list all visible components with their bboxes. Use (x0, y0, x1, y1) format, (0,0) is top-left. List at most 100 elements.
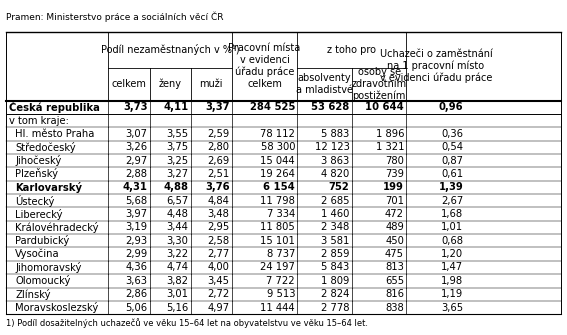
Text: 2,86: 2,86 (125, 289, 147, 299)
Text: 3,73: 3,73 (123, 102, 147, 112)
Text: 2,59: 2,59 (208, 129, 230, 139)
Text: Hl. město Praha: Hl. město Praha (15, 129, 95, 139)
Text: 2,93: 2,93 (125, 236, 147, 246)
Text: 5,06: 5,06 (125, 303, 147, 313)
Text: 4,97: 4,97 (208, 303, 230, 313)
Text: 7 722: 7 722 (266, 276, 295, 286)
Text: Pracovní místa
v evidenci
úřadu práce
celkem: Pracovní místa v evidenci úřadu práce ce… (229, 44, 301, 89)
Text: 3,48: 3,48 (208, 209, 230, 219)
Text: 3,97: 3,97 (125, 209, 147, 219)
Text: 11 444: 11 444 (260, 303, 295, 313)
Text: 1,68: 1,68 (441, 209, 463, 219)
Text: ženy: ženy (159, 79, 181, 89)
Text: 78 112: 78 112 (260, 129, 295, 139)
Text: Ústecký: Ústecký (15, 195, 54, 207)
Text: 15 044: 15 044 (260, 156, 295, 165)
Text: 4,84: 4,84 (208, 196, 230, 206)
Text: 3,26: 3,26 (125, 142, 147, 152)
Text: 1,98: 1,98 (441, 276, 463, 286)
Text: 2,80: 2,80 (208, 142, 230, 152)
Text: 1,20: 1,20 (441, 249, 463, 259)
Text: 1,47: 1,47 (441, 263, 463, 272)
Text: 1 321: 1 321 (375, 142, 404, 152)
Text: Královéhradecký: Královéhradecký (15, 222, 99, 233)
Text: 2 685: 2 685 (321, 196, 350, 206)
Text: 3,63: 3,63 (125, 276, 147, 286)
Text: Moravskoslezský: Moravskoslezský (15, 302, 99, 313)
Text: Pardubický: Pardubický (15, 235, 70, 246)
Text: 3 863: 3 863 (321, 156, 350, 165)
Text: 4,11: 4,11 (163, 102, 188, 112)
Text: 24 197: 24 197 (260, 263, 295, 272)
Text: 6 154: 6 154 (264, 182, 295, 192)
Text: 2,77: 2,77 (208, 249, 230, 259)
Text: 53 628: 53 628 (311, 102, 350, 112)
Text: 472: 472 (385, 209, 404, 219)
Text: 475: 475 (385, 249, 404, 259)
Text: 9 513: 9 513 (266, 289, 295, 299)
Text: 1 896: 1 896 (375, 129, 404, 139)
Text: 12 123: 12 123 (315, 142, 350, 152)
Text: 1,01: 1,01 (441, 222, 463, 232)
Text: 3,55: 3,55 (166, 129, 188, 139)
Text: 813: 813 (385, 263, 404, 272)
Text: absolventy
a mladistvé: absolventy a mladistvé (296, 73, 353, 95)
Text: 838: 838 (386, 303, 404, 313)
Text: 1) Podíl dosažitelných uchazečů ve věku 15–64 let na obyvatelstvu ve věku 15–64 : 1) Podíl dosažitelných uchazečů ve věku … (6, 318, 367, 328)
Text: 2 348: 2 348 (321, 222, 350, 232)
Text: 2,69: 2,69 (208, 156, 230, 165)
Text: 19 264: 19 264 (260, 169, 295, 179)
Text: 2,58: 2,58 (208, 236, 230, 246)
Text: 450: 450 (385, 236, 404, 246)
Text: 4,88: 4,88 (163, 182, 188, 192)
Text: Olomoucký: Olomoucký (15, 275, 71, 286)
Text: osoby se
zdravotním
postižením: osoby se zdravotním postižením (352, 67, 407, 101)
Text: 0,68: 0,68 (442, 236, 463, 246)
Text: 10 644: 10 644 (365, 102, 404, 112)
Text: 4,00: 4,00 (208, 263, 230, 272)
Text: Jihočeský: Jihočeský (15, 155, 62, 166)
Text: 2,95: 2,95 (208, 222, 230, 232)
Text: 1,39: 1,39 (439, 182, 463, 192)
Text: 2 778: 2 778 (321, 303, 350, 313)
Text: 4,74: 4,74 (167, 263, 188, 272)
Text: 2 859: 2 859 (321, 249, 350, 259)
Text: 3,37: 3,37 (205, 102, 230, 112)
Text: 816: 816 (385, 289, 404, 299)
Text: muži: muži (200, 79, 223, 89)
Text: 0,36: 0,36 (442, 129, 463, 139)
Text: 3,82: 3,82 (167, 276, 188, 286)
Text: Plzeňský: Plzeňský (15, 169, 58, 180)
Text: 5,68: 5,68 (125, 196, 147, 206)
Text: 5 843: 5 843 (321, 263, 350, 272)
Text: 3,19: 3,19 (125, 222, 147, 232)
Text: Uchazeči o zaměstnání
na 1 pracovní místo
v evidenci úřadu práce: Uchazeči o zaměstnání na 1 pracovní míst… (380, 49, 492, 83)
Text: 1,19: 1,19 (441, 289, 463, 299)
Text: 199: 199 (383, 182, 404, 192)
Text: 58 300: 58 300 (261, 142, 295, 152)
Text: 3,25: 3,25 (166, 156, 188, 165)
Text: Vysočina: Vysočina (15, 249, 60, 259)
Text: 5,16: 5,16 (166, 303, 188, 313)
Text: 2,67: 2,67 (441, 196, 463, 206)
Text: 3,22: 3,22 (166, 249, 188, 259)
Text: v tom kraje:: v tom kraje: (9, 116, 69, 126)
Text: z toho pro: z toho pro (327, 45, 376, 55)
Text: 4 820: 4 820 (321, 169, 350, 179)
Text: 1 809: 1 809 (321, 276, 350, 286)
Text: Podíl nezaměstnaných v %¹): Podíl nezaměstnaných v %¹) (101, 44, 239, 55)
Text: Liberecký: Liberecký (15, 209, 63, 219)
Text: 2,88: 2,88 (125, 169, 147, 179)
Text: celkem: celkem (112, 79, 146, 89)
Text: 3,76: 3,76 (205, 182, 230, 192)
Text: 739: 739 (385, 169, 404, 179)
Text: 0,61: 0,61 (441, 169, 463, 179)
Text: 7 334: 7 334 (267, 209, 295, 219)
Text: 11 798: 11 798 (260, 196, 295, 206)
Text: 3,27: 3,27 (166, 169, 188, 179)
Text: 2,51: 2,51 (208, 169, 230, 179)
Text: 0,87: 0,87 (442, 156, 463, 165)
Text: 655: 655 (385, 276, 404, 286)
Text: 6,57: 6,57 (166, 196, 188, 206)
Text: Zlínský: Zlínský (15, 289, 51, 300)
